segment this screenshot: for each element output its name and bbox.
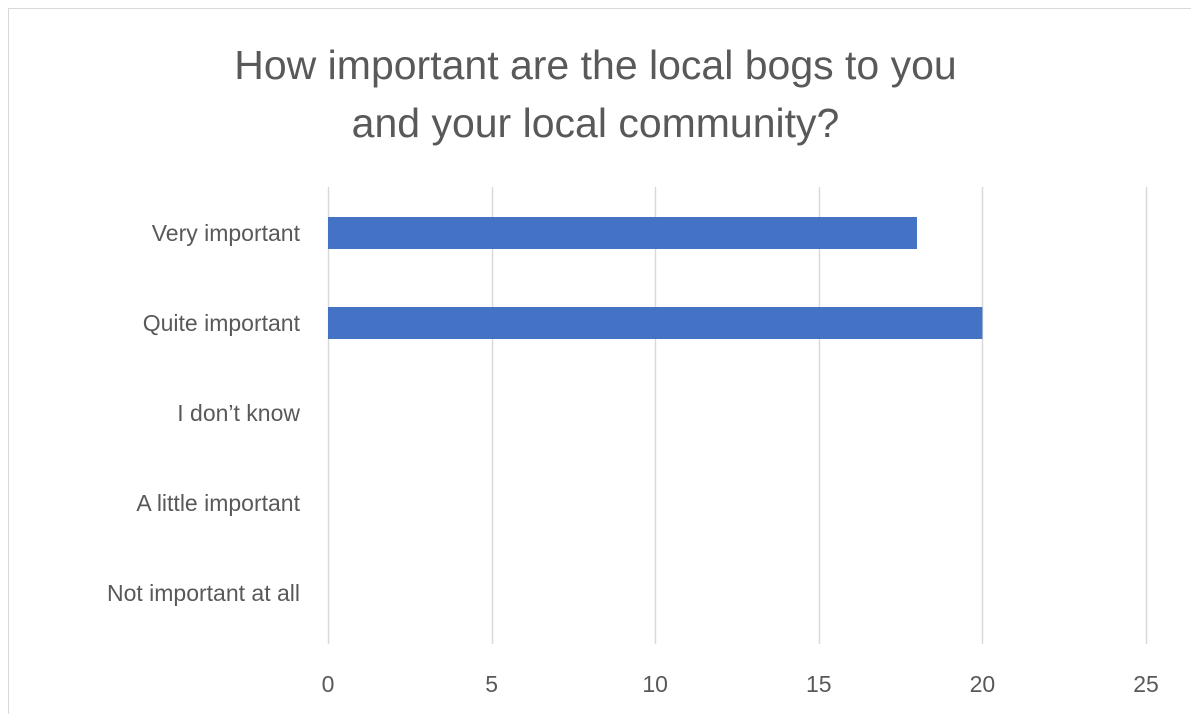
bars <box>328 217 983 339</box>
chart-title: How important are the local bogs to you … <box>0 36 1191 152</box>
chart-title-line-1: How important are the local bogs to you <box>234 42 957 88</box>
category-label: Quite important <box>143 310 301 336</box>
x-tick-label: 10 <box>642 671 668 697</box>
category-label: Not important at all <box>107 580 300 606</box>
x-tick-label: 5 <box>485 671 498 697</box>
category-labels: Very important Quite important I don’t kno… <box>107 220 301 606</box>
gridlines <box>327 187 1148 644</box>
bar-very-important <box>328 217 917 249</box>
x-tick-label: 0 <box>322 671 335 697</box>
chart-frame <box>8 8 1191 714</box>
x-tick-label: 25 <box>1133 671 1159 697</box>
x-axis-tick-labels: 0 5 10 15 20 25 <box>322 671 1159 697</box>
chart-title-line-2: and your local community? <box>351 100 840 146</box>
category-label: I don’t know <box>177 400 300 426</box>
x-tick-label: 20 <box>970 671 996 697</box>
category-label: Very important <box>152 220 301 246</box>
category-label: A little important <box>136 490 300 516</box>
bar-quite-important <box>328 307 983 339</box>
x-tick-label: 15 <box>806 671 832 697</box>
